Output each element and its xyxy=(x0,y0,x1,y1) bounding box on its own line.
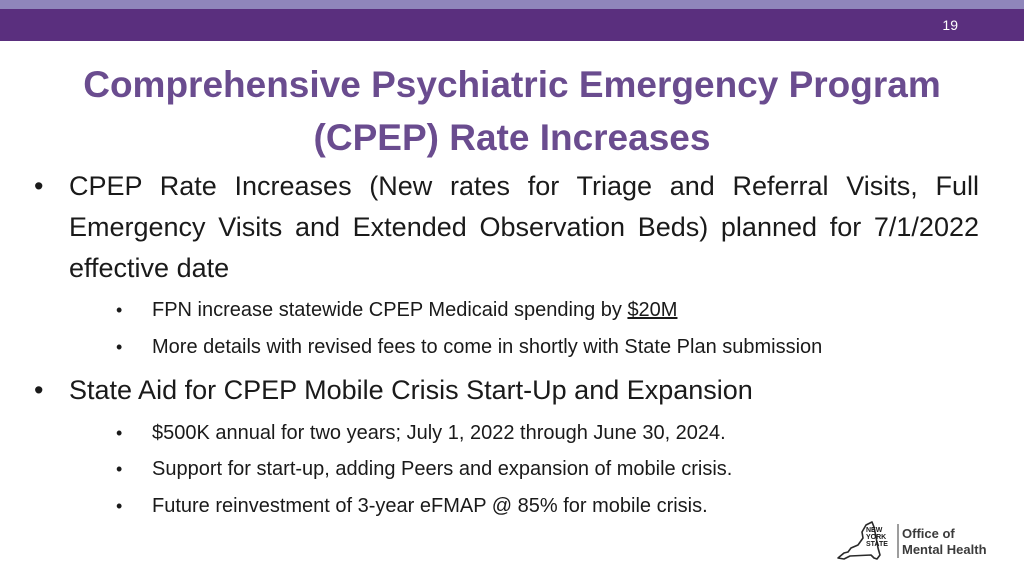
page-number: 19 xyxy=(942,17,958,33)
sub-bullet-start-up-support: • Support for start-up, adding Peers and… xyxy=(116,456,733,482)
spending-amount-underlined: $20M xyxy=(627,299,678,321)
sub-bullet-500k-annual: • $500K annual for two years; July 1, 20… xyxy=(116,420,726,446)
sub-bullet-dot-icon: • xyxy=(116,337,123,357)
slide-title-line-1: Comprehensive Psychiatric Emergency Prog… xyxy=(83,64,941,105)
slide-title: Comprehensive Psychiatric Emergency Prog… xyxy=(40,58,984,164)
sub-bullet-dot-icon: • xyxy=(116,496,123,516)
slide-title-line-2: (CPEP) Rate Increases xyxy=(313,117,711,158)
sub-bullet-revised-fees: • More details with revised fees to come… xyxy=(116,334,823,360)
bullet-dot-icon: • xyxy=(34,171,44,201)
bullet-text: CPEP Rate Increases (New rates for Triag… xyxy=(69,171,979,283)
sub-bullet-dot-icon: • xyxy=(116,300,123,320)
sub-bullet-text: $500K annual for two years; July 1, 2022… xyxy=(152,422,726,444)
bullet-dot-icon: • xyxy=(34,375,44,405)
sub-bullet-text: More details with revised fees to come i… xyxy=(152,336,823,358)
sub-bullet-text: FPN increase statewide CPEP Medicaid spe… xyxy=(152,299,628,321)
header-top-stripe xyxy=(0,0,1024,9)
logo-state-line-1: NEW xyxy=(866,527,883,534)
sub-bullet-fpn-increase: • FPN increase statewide CPEP Medicaid s… xyxy=(116,297,678,323)
sub-bullet-dot-icon: • xyxy=(116,423,123,443)
logo-office-line-1: Office of xyxy=(902,526,955,541)
sub-bullet-text: Support for start-up, adding Peers and e… xyxy=(152,458,733,480)
logo-state-line-2: YORK xyxy=(866,534,886,541)
bullet-state-aid: • State Aid for CPEP Mobile Crisis Start… xyxy=(34,370,979,411)
sub-bullet-text: Future reinvestment of 3-year eFMAP @ 85… xyxy=(152,495,708,517)
bullet-cpep-rate-increases: • CPEP Rate Increases (New rates for Tri… xyxy=(34,166,979,289)
logo-state-line-3: STATE xyxy=(866,541,888,548)
logo-office-line-2: Mental Health xyxy=(902,542,986,557)
header-bar: 19 xyxy=(0,9,1024,41)
new-york-state-map-icon xyxy=(837,521,881,560)
sub-bullet-efmap-reinvestment: • Future reinvestment of 3-year eFMAP @ … xyxy=(116,493,708,519)
omh-logo: NEW YORK STATE Office of Mental Health xyxy=(837,521,986,560)
sub-bullet-dot-icon: • xyxy=(116,459,123,479)
bullet-text: State Aid for CPEP Mobile Crisis Start-U… xyxy=(69,375,753,405)
